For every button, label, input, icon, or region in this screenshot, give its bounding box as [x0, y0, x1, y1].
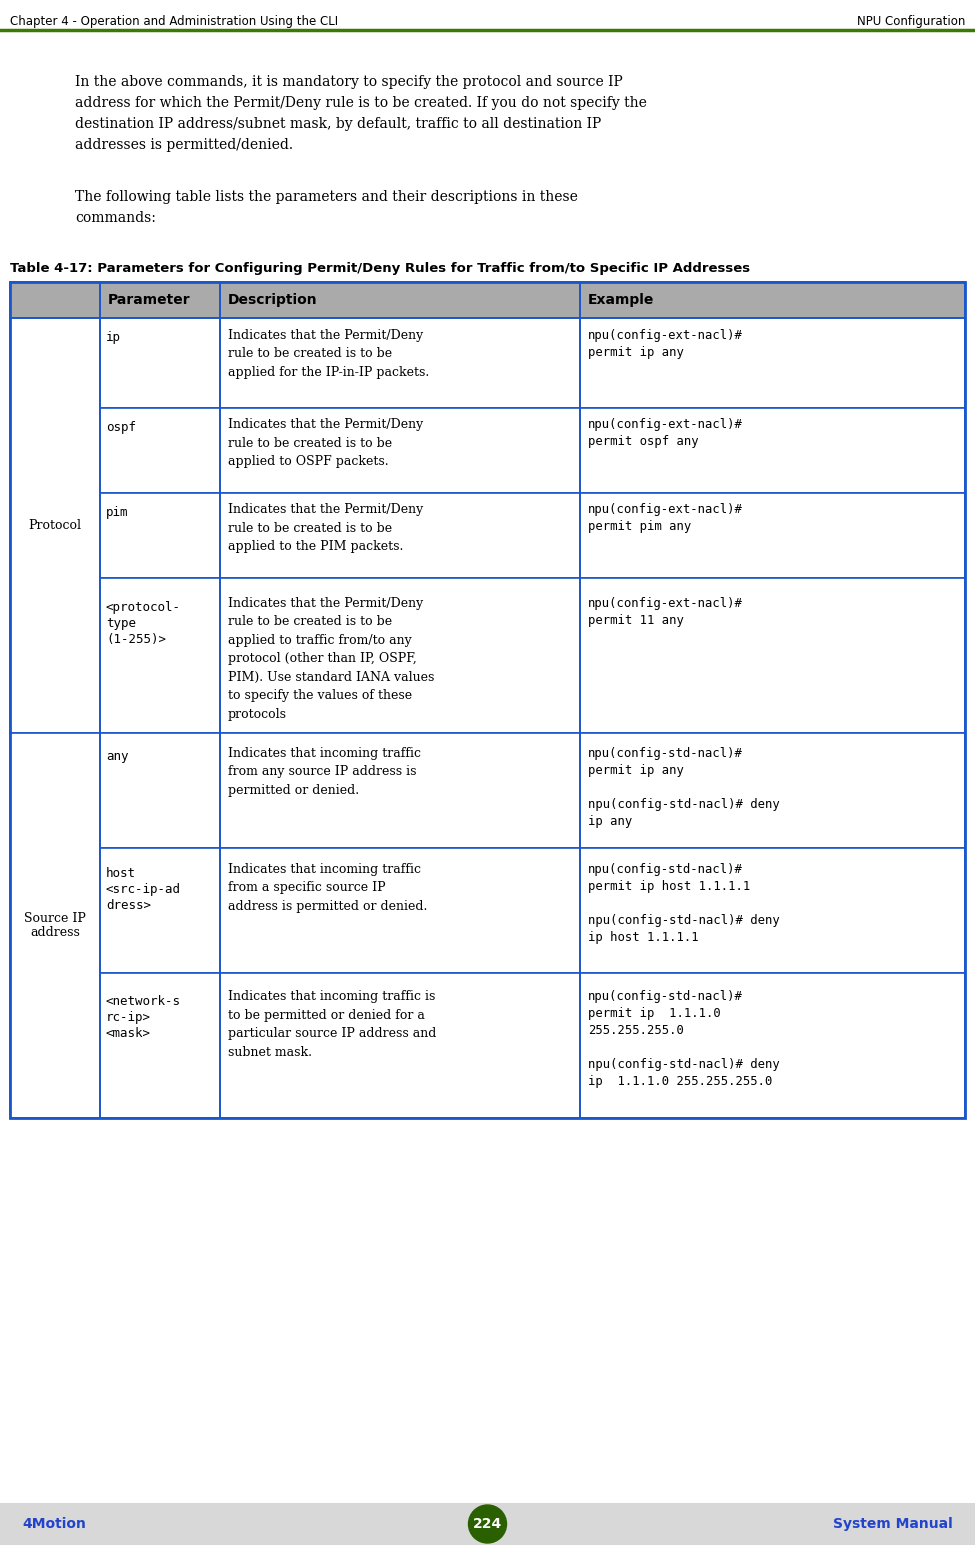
Bar — [220, 973, 580, 1119]
Bar — [100, 318, 220, 408]
Bar — [10, 318, 100, 732]
Text: Indicates that incoming traffic is
to be permitted or denied for a
particular so: Indicates that incoming traffic is to be… — [228, 990, 437, 1058]
Bar — [10, 732, 100, 1119]
Text: npu(config-ext-nacl)#
permit ip any: npu(config-ext-nacl)# permit ip any — [588, 329, 743, 358]
Bar — [580, 732, 965, 848]
Text: In the above commands, it is mandatory to specify the protocol and source IP
add: In the above commands, it is mandatory t… — [75, 76, 646, 153]
Text: System Manual: System Manual — [834, 1517, 953, 1531]
Text: <network-s
rc-ip>
<mask>: <network-s rc-ip> <mask> — [106, 995, 181, 1040]
Bar — [580, 318, 965, 408]
Bar — [0, 1503, 975, 1545]
Text: Table 4-17: Parameters for Configuring Permit/Deny Rules for Traffic from/to Spe: Table 4-17: Parameters for Configuring P… — [10, 263, 750, 275]
Bar — [10, 283, 965, 318]
Bar — [100, 848, 220, 973]
Bar — [100, 408, 220, 493]
Bar — [220, 732, 580, 848]
Text: Example: Example — [588, 294, 654, 307]
Text: ip: ip — [106, 332, 121, 345]
Text: The following table lists the parameters and their descriptions in these
command: The following table lists the parameters… — [75, 190, 578, 226]
Text: Indicates that the Permit/Deny
rule to be created is to be
applied to the PIM pa: Indicates that the Permit/Deny rule to b… — [228, 504, 423, 553]
Text: Protocol: Protocol — [28, 519, 82, 531]
Text: Description: Description — [228, 294, 318, 307]
Bar — [580, 493, 965, 578]
Text: pim: pim — [106, 505, 129, 519]
Bar — [220, 578, 580, 732]
Text: npu(config-ext-nacl)#
permit ospf any: npu(config-ext-nacl)# permit ospf any — [588, 419, 743, 448]
Text: Parameter: Parameter — [108, 294, 191, 307]
Text: Indicates that the Permit/Deny
rule to be created is to be
applied to traffic fr: Indicates that the Permit/Deny rule to b… — [228, 596, 435, 720]
Text: Chapter 4 - Operation and Administration Using the CLI: Chapter 4 - Operation and Administration… — [10, 15, 338, 28]
Text: 224: 224 — [473, 1517, 502, 1531]
Bar — [580, 848, 965, 973]
Text: npu(config-std-nacl)#
permit ip any

npu(config-std-nacl)# deny
ip any: npu(config-std-nacl)# permit ip any npu(… — [588, 746, 780, 828]
Bar — [220, 318, 580, 408]
Text: ospf: ospf — [106, 420, 136, 434]
Text: Indicates that incoming traffic
from a specific source IP
address is permitted o: Indicates that incoming traffic from a s… — [228, 864, 427, 913]
Bar — [220, 493, 580, 578]
Text: npu(config-ext-nacl)#
permit pim any: npu(config-ext-nacl)# permit pim any — [588, 504, 743, 533]
Bar — [100, 732, 220, 848]
Text: npu(config-ext-nacl)#
permit 11 any: npu(config-ext-nacl)# permit 11 any — [588, 596, 743, 627]
Text: host
<src-ip-ad
dress>: host <src-ip-ad dress> — [106, 867, 181, 912]
Bar — [100, 493, 220, 578]
Text: Source IP
address: Source IP address — [24, 912, 86, 939]
Bar — [100, 973, 220, 1119]
Text: NPU Configuration: NPU Configuration — [857, 15, 965, 28]
Text: <protocol-
type
(1-255)>: <protocol- type (1-255)> — [106, 601, 181, 646]
Text: npu(config-std-nacl)#
permit ip  1.1.1.0
255.255.255.0

npu(config-std-nacl)# de: npu(config-std-nacl)# permit ip 1.1.1.0 … — [588, 990, 780, 1088]
Text: Indicates that the Permit/Deny
rule to be created is to be
applied for the IP-in: Indicates that the Permit/Deny rule to b… — [228, 329, 429, 379]
Text: Indicates that incoming traffic
from any source IP address is
permitted or denie: Indicates that incoming traffic from any… — [228, 746, 421, 797]
Bar — [100, 578, 220, 732]
Bar — [220, 848, 580, 973]
Text: 4Motion: 4Motion — [22, 1517, 86, 1531]
Bar — [580, 973, 965, 1119]
Text: npu(config-std-nacl)#
permit ip host 1.1.1.1

npu(config-std-nacl)# deny
ip host: npu(config-std-nacl)# permit ip host 1.1… — [588, 864, 780, 944]
Bar — [220, 408, 580, 493]
Circle shape — [469, 1505, 506, 1543]
Text: Indicates that the Permit/Deny
rule to be created is to be
applied to OSPF packe: Indicates that the Permit/Deny rule to b… — [228, 419, 423, 468]
Text: any: any — [106, 751, 129, 763]
Bar — [10, 283, 965, 318]
Bar — [10, 283, 965, 1119]
Bar — [580, 578, 965, 732]
Bar — [580, 408, 965, 493]
